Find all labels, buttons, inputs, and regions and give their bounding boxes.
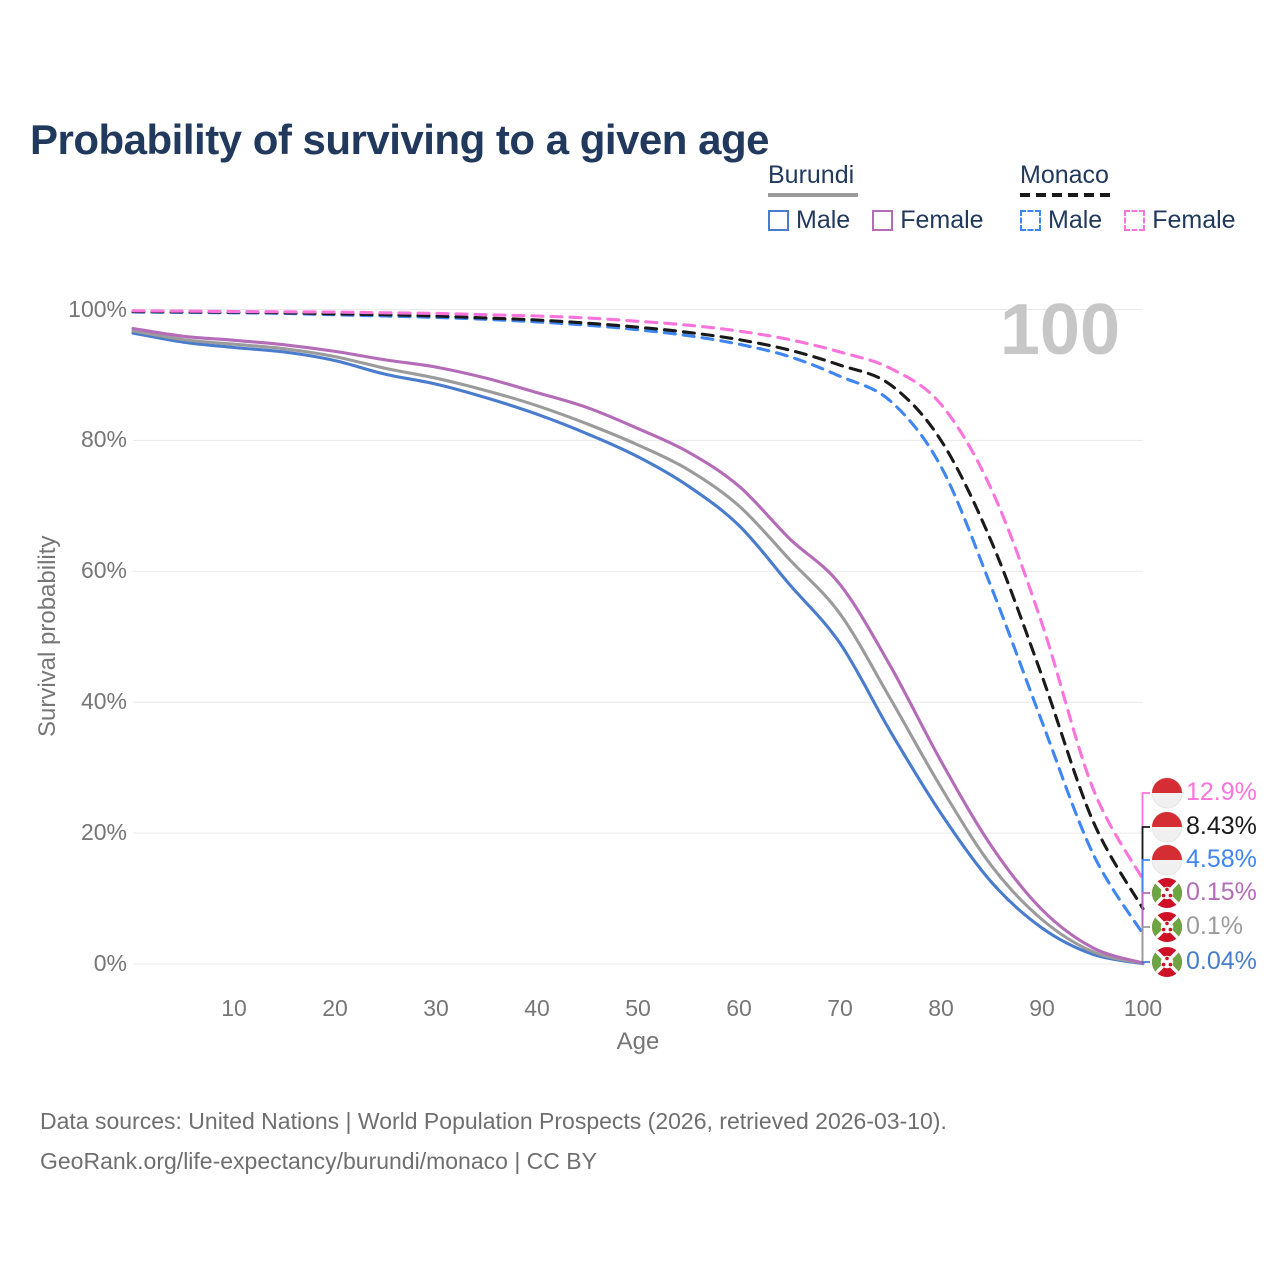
- leader-line: [1141, 892, 1150, 963]
- y-tick-label: 80%: [80, 426, 127, 453]
- burundi-female-swatch-icon: [872, 210, 894, 231]
- leader-line: [1141, 961, 1150, 964]
- end-label-flags: [1151, 777, 1183, 977]
- x-tick-label: 80: [928, 995, 954, 1021]
- monaco-female-swatch-icon: [1124, 210, 1146, 231]
- legend-group-monaco: Monaco Male Female: [1020, 160, 1236, 235]
- end-value-label: 0.15%: [1186, 878, 1257, 906]
- leader-line: [1141, 792, 1150, 880]
- end-value-label: 8.43%: [1186, 812, 1257, 840]
- gridlines: [133, 309, 1143, 965]
- y-tick-label: 40%: [80, 688, 127, 715]
- x-tick-label: 40: [524, 995, 550, 1021]
- burundi-male-swatch-icon: [768, 210, 789, 231]
- monaco-dashed-line-key: [1020, 193, 1116, 197]
- legend-label: Female: [900, 206, 984, 234]
- legend-country-burundi: Burundi: [768, 161, 855, 189]
- monaco-male-swatch-icon: [1020, 210, 1041, 231]
- series-line-burundi-male: [131, 331, 1145, 966]
- y-tick-label: 20%: [80, 819, 127, 846]
- end-value-label: 12.9%: [1186, 778, 1257, 806]
- end-value-label: 0.04%: [1186, 947, 1257, 975]
- data-source-note: Data sources: United Nations | World Pop…: [40, 1108, 947, 1134]
- age-counter-watermark: 100: [999, 290, 1120, 370]
- burundi-flag-icon: [1152, 878, 1182, 908]
- x-tick-label: 70: [827, 995, 853, 1021]
- attribution-note: GeoRank.org/life-expectancy/burundi/mona…: [40, 1148, 597, 1174]
- burundi-solid-line-key: [768, 193, 858, 197]
- x-tick-label: 50: [625, 995, 651, 1021]
- leader-line: [1141, 859, 1150, 934]
- y-tick-label: 0%: [93, 950, 127, 976]
- legend-item-monaco-female: Female: [1124, 206, 1236, 235]
- monaco-flag-icon: [1151, 844, 1183, 876]
- legend-label: Male: [1048, 206, 1103, 234]
- x-tick-label: 60: [726, 995, 752, 1021]
- x-tick-label: 30: [423, 995, 449, 1021]
- series-line-monaco-male: [131, 310, 1145, 936]
- series-line-burundi-both-sexes-: [131, 329, 1145, 965]
- leader-line: [1141, 926, 1150, 964]
- legend-items-monaco: Male Female: [1020, 206, 1236, 235]
- legend-country-monaco: Monaco: [1020, 161, 1109, 189]
- leader-line: [1141, 826, 1150, 909]
- burundi-flag-icon: [1152, 912, 1182, 942]
- series-line-monaco-female: [131, 309, 1145, 882]
- legend-label: Male: [796, 206, 851, 234]
- x-tick-label: 90: [1029, 995, 1055, 1021]
- monaco-flag-icon: [1151, 811, 1183, 843]
- page-title: Probability of surviving to a given age: [30, 116, 769, 164]
- survival-curves: [131, 309, 1145, 966]
- legend-group-burundi: Burundi Male Female: [768, 160, 984, 235]
- burundi-flag-icon: [1152, 947, 1182, 977]
- x-tick-label: 100: [1123, 995, 1163, 1021]
- series-line-burundi-female: [131, 326, 1145, 965]
- end-value-label: 0.1%: [1186, 912, 1243, 940]
- monaco-flag-icon: [1151, 777, 1183, 809]
- x-axis-title: Age: [616, 1028, 660, 1055]
- y-tick-label: 100%: [68, 295, 127, 322]
- legend-label: Female: [1152, 206, 1236, 234]
- end-label-leader-lines: [1141, 792, 1150, 964]
- legend-items-burundi: Male Female: [768, 206, 984, 235]
- x-tick-label: 20: [322, 995, 348, 1021]
- y-tick-label: 60%: [80, 557, 127, 584]
- legend-item-burundi-male: Male: [768, 206, 850, 235]
- legend-item-burundi-female: Female: [872, 206, 984, 235]
- series-line-monaco-both-sexes-: [131, 309, 1145, 911]
- x-tick-label: 10: [221, 995, 247, 1021]
- end-value-label: 4.58%: [1186, 845, 1257, 873]
- legend-item-monaco-male: Male: [1020, 206, 1102, 235]
